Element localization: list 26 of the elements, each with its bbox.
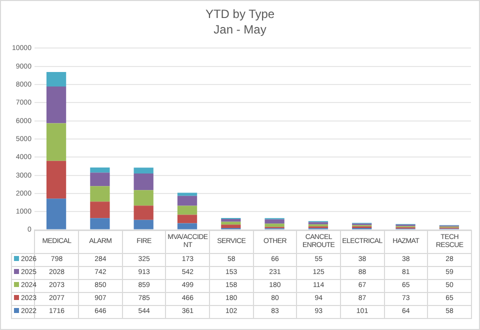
bar bbox=[264, 224, 284, 227]
bar bbox=[177, 214, 198, 224]
bar bbox=[134, 190, 154, 206]
bar bbox=[90, 218, 110, 230]
bar bbox=[221, 224, 241, 228]
bar bbox=[90, 168, 110, 173]
bar bbox=[177, 196, 198, 206]
bar bbox=[177, 206, 198, 215]
bar bbox=[134, 168, 154, 174]
chart-title: YTD by Type bbox=[205, 7, 275, 22]
bar bbox=[221, 219, 241, 222]
bar bbox=[134, 220, 154, 230]
bar bbox=[134, 173, 154, 190]
bar bbox=[46, 72, 66, 86]
bar bbox=[90, 186, 110, 202]
bar bbox=[134, 206, 154, 220]
bar bbox=[177, 223, 198, 230]
bar bbox=[46, 160, 66, 199]
chart-subtitle: Jan - May bbox=[214, 22, 266, 37]
bar bbox=[264, 219, 284, 224]
bar bbox=[177, 192, 198, 196]
bar bbox=[90, 202, 110, 218]
bar bbox=[90, 172, 110, 186]
bar bbox=[46, 198, 66, 230]
bar bbox=[46, 86, 66, 124]
bar bbox=[46, 123, 66, 161]
